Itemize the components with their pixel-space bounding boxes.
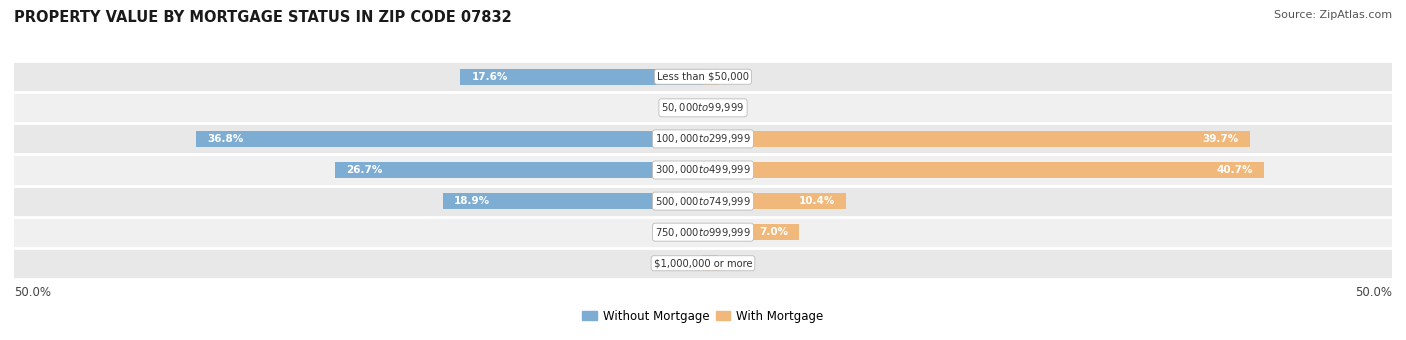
Text: 10.4%: 10.4% [799, 196, 835, 206]
Bar [14, 217, 1392, 248]
Text: $1,000,000 or more: $1,000,000 or more [654, 258, 752, 268]
Bar [703, 193, 846, 209]
Text: 0.0%: 0.0% [669, 227, 696, 237]
Bar [14, 248, 1392, 279]
Text: $500,000 to $749,999: $500,000 to $749,999 [655, 194, 751, 208]
Bar [14, 154, 1392, 186]
Text: 50.0%: 50.0% [1355, 286, 1392, 299]
Bar [195, 131, 703, 147]
Text: Less than $50,000: Less than $50,000 [657, 72, 749, 82]
Text: PROPERTY VALUE BY MORTGAGE STATUS IN ZIP CODE 07832: PROPERTY VALUE BY MORTGAGE STATUS IN ZIP… [14, 10, 512, 25]
Text: $100,000 to $299,999: $100,000 to $299,999 [655, 132, 751, 146]
Text: Source: ZipAtlas.com: Source: ZipAtlas.com [1274, 10, 1392, 20]
Bar [14, 61, 1392, 92]
Text: 0.0%: 0.0% [669, 258, 696, 268]
Bar [703, 255, 718, 271]
Bar [335, 162, 703, 178]
Text: 17.6%: 17.6% [471, 72, 508, 82]
Text: $50,000 to $99,999: $50,000 to $99,999 [661, 101, 745, 114]
Legend: Without Mortgage, With Mortgage: Without Mortgage, With Mortgage [578, 305, 828, 327]
Text: 36.8%: 36.8% [207, 134, 243, 144]
Text: 0.0%: 0.0% [669, 103, 696, 113]
Text: 18.9%: 18.9% [454, 196, 489, 206]
Bar [703, 224, 800, 240]
Text: $300,000 to $499,999: $300,000 to $499,999 [655, 164, 751, 176]
Text: 26.7%: 26.7% [346, 165, 382, 175]
Text: 39.7%: 39.7% [1202, 134, 1239, 144]
Bar [703, 69, 718, 85]
Bar [703, 131, 1250, 147]
Bar [443, 193, 703, 209]
Bar [703, 162, 1264, 178]
Text: 1.1%: 1.1% [725, 72, 752, 82]
Text: 1.1%: 1.1% [725, 258, 752, 268]
Text: 40.7%: 40.7% [1216, 165, 1253, 175]
Bar [461, 69, 703, 85]
Text: $750,000 to $999,999: $750,000 to $999,999 [655, 226, 751, 239]
Bar [14, 186, 1392, 217]
Bar [14, 92, 1392, 123]
Text: 0.0%: 0.0% [710, 103, 737, 113]
Text: 7.0%: 7.0% [759, 227, 789, 237]
Text: 50.0%: 50.0% [14, 286, 51, 299]
Bar [14, 123, 1392, 154]
